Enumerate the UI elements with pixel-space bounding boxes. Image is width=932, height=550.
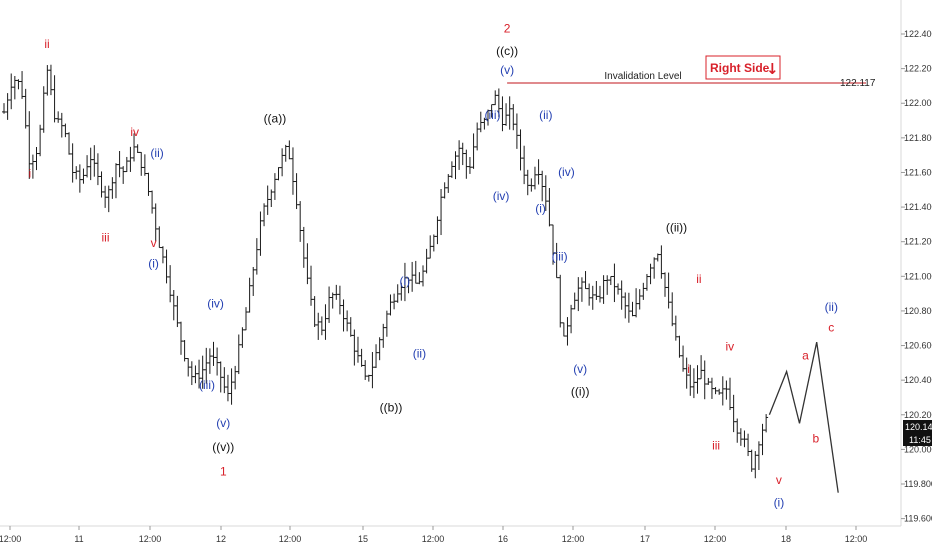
- wave-label: (ii): [413, 347, 426, 361]
- wave-label: (ii): [825, 300, 838, 314]
- x-tick-label: 12:00: [704, 534, 727, 544]
- x-tick-label: 12: [216, 534, 226, 544]
- wave-label: (iv): [558, 165, 575, 179]
- invalidation-label: Invalidation Level: [604, 71, 681, 82]
- wave-label: (iv): [207, 297, 224, 311]
- wave-label: i: [28, 167, 31, 181]
- wave-label: (ii): [150, 146, 163, 160]
- y-tick-label: 120.600: [904, 341, 932, 351]
- time-axis[interactable]: 12:00 11 12:00 12 12:00 15 12:00 16 12:00 17 12:00…: [0, 525, 901, 544]
- x-tick-label: 11: [74, 534, 83, 544]
- x-tick-label: 16: [498, 534, 508, 544]
- right-side-badge: Right Side ↓: [705, 55, 781, 80]
- wave-label: i: [687, 362, 690, 376]
- wave-label: (ii): [539, 108, 552, 122]
- y-tick-label: 121.000: [904, 271, 932, 281]
- wave-label: (v): [216, 416, 230, 430]
- projection-path: [768, 341, 839, 493]
- wave-label: iii: [712, 438, 720, 452]
- wave-label: c: [828, 321, 834, 335]
- x-tick-label: 17: [640, 534, 650, 544]
- wave-label: (i): [774, 496, 785, 510]
- wave-label: ii: [44, 37, 49, 51]
- invalidation-level: Invalidation Level 122.117: [507, 71, 876, 89]
- y-tick-label: 120.400: [904, 375, 932, 385]
- wave-label: iv: [725, 340, 734, 354]
- wave-label: ii: [696, 272, 701, 286]
- wave-labels: iiiiviii(ii)v(i)(iv)(iii)(v)((v))1((a))(…: [28, 21, 838, 510]
- wave-label: (v): [500, 63, 514, 77]
- x-tick-label: 12:00: [845, 534, 868, 544]
- wave-label: iv: [130, 125, 139, 139]
- y-tick-label: 119.600: [904, 514, 932, 524]
- x-tick-label: 12:00: [422, 534, 445, 544]
- invalidation-value: 122.117: [840, 78, 876, 89]
- y-tick-label: 121.600: [904, 167, 932, 177]
- wave-label: (v): [573, 362, 587, 376]
- y-tick-label: 121.400: [904, 202, 932, 212]
- wave-label: 2: [504, 21, 511, 35]
- down-arrow-icon: ↓: [766, 60, 779, 78]
- wave-label: (i): [399, 274, 410, 288]
- ohlc-bar: [764, 414, 769, 433]
- y-tick-label: 119.800: [904, 479, 932, 489]
- y-tick-label: 121.200: [904, 237, 932, 247]
- wave-label: 1: [220, 464, 227, 478]
- wave-label: (iii): [199, 378, 215, 392]
- x-tick-label: 18: [781, 534, 791, 544]
- wave-label: (i): [148, 257, 159, 271]
- wave-label: (iv): [493, 189, 510, 203]
- y-tick-label: 122.400: [904, 29, 932, 39]
- y-tick-label: 120.200: [904, 410, 932, 420]
- x-tick-label: 15: [358, 534, 368, 544]
- price-axis[interactable]: 122.400 122.200 122.000 121.800 121.600 121.4…: [900, 0, 932, 526]
- x-tick-label: 12:00: [562, 534, 585, 544]
- y-tick-label: 121.800: [904, 133, 932, 143]
- wave-label: ((a)): [264, 111, 287, 125]
- wave-label: b: [812, 432, 819, 446]
- wave-label: ((c)): [496, 44, 518, 58]
- x-tick-label: 12:00: [0, 534, 21, 544]
- wave-label: ((i)): [571, 385, 590, 399]
- x-tick-label: 12:00: [279, 534, 302, 544]
- wave-label: iii: [102, 231, 110, 245]
- wave-label: ((b)): [380, 400, 403, 414]
- wave-label: (iii): [485, 108, 501, 122]
- badge-label: Right Side: [710, 61, 770, 75]
- wave-label: ((v)): [212, 440, 234, 454]
- current-time-label: 11:45: [909, 435, 931, 445]
- projection-line: [768, 341, 839, 493]
- y-tick-label: 122.200: [904, 64, 932, 74]
- wave-label: v: [776, 473, 782, 487]
- y-tick-label: 120.800: [904, 306, 932, 316]
- wave-label: ((ii)): [666, 220, 687, 234]
- current-price-label: 120.145: [905, 422, 932, 432]
- wave-label: (i): [535, 201, 546, 215]
- current-price-tags: 120.145 11:45: [903, 420, 932, 446]
- x-tick-label: 12:00: [139, 534, 162, 544]
- wave-label: (iii): [552, 250, 568, 264]
- ohlc-bars: [2, 64, 769, 479]
- y-tick-label: 120.000: [904, 444, 932, 454]
- wave-label: v: [151, 236, 157, 250]
- wave-label: a: [802, 348, 809, 362]
- y-tick-label: 122.000: [904, 98, 932, 108]
